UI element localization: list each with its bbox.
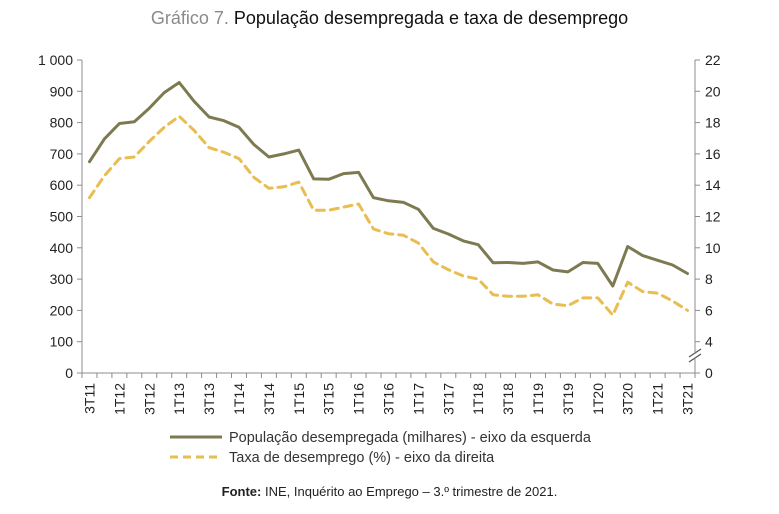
axis-break-mark bbox=[688, 348, 702, 358]
left-tick-label: 700 bbox=[50, 146, 74, 162]
right-tick-label: 16 bbox=[705, 146, 721, 162]
source-label: Fonte: bbox=[221, 484, 262, 499]
left-tick-label: 500 bbox=[50, 209, 74, 225]
x-tick-label: 1T21 bbox=[650, 383, 666, 415]
right-tick-label: 4 bbox=[705, 334, 713, 350]
x-tick-label: 1T19 bbox=[530, 383, 546, 415]
x-tick-label: 1T13 bbox=[171, 383, 187, 415]
series-line-taxa bbox=[88, 114, 689, 317]
left-tick-label: 200 bbox=[50, 302, 74, 318]
x-tick-label: 1T18 bbox=[470, 383, 486, 415]
x-tick-label: 3T15 bbox=[321, 383, 337, 415]
series-line-populacao bbox=[88, 81, 689, 288]
left-tick-label: 1 000 bbox=[38, 52, 73, 68]
source-note: Fonte: INE, Inquérito ao Emprego – 3.º t… bbox=[0, 484, 779, 499]
x-axis-ticks: 3T11 1T12 3T12 1T13 3T13 1T14 3T14 1T15 3T15 1T16… bbox=[81, 373, 696, 415]
x-tick-label: 1T20 bbox=[590, 383, 606, 415]
left-tick-label: 600 bbox=[50, 177, 74, 193]
right-tick-label: 18 bbox=[705, 115, 721, 131]
axis-break-mark bbox=[688, 353, 702, 363]
x-tick-label: 3T13 bbox=[201, 383, 217, 415]
left-tick-label: 300 bbox=[50, 271, 74, 287]
chart-series bbox=[88, 81, 689, 317]
left-tick-label: 100 bbox=[50, 334, 74, 350]
right-axis-ticks: 0 4 6 8 10 12 14 16 18 20 22 bbox=[695, 52, 721, 381]
x-tick-label: 1T17 bbox=[410, 383, 426, 415]
right-tick-label: 14 bbox=[705, 177, 721, 193]
x-tick-label: 3T17 bbox=[440, 383, 456, 415]
x-tick-label: 3T18 bbox=[500, 383, 516, 415]
x-tick-label: 3T20 bbox=[620, 383, 636, 415]
left-tick-label: 900 bbox=[50, 83, 74, 99]
chart-title-prefix: Gráfico 7. bbox=[150, 8, 229, 28]
chart-title-main: População desempregada e taxa de desempr… bbox=[233, 8, 629, 28]
x-tick-label: 3T21 bbox=[680, 383, 696, 415]
right-tick-label: 10 bbox=[705, 240, 721, 256]
right-tick-label: 22 bbox=[705, 52, 721, 68]
x-tick-label: 1T16 bbox=[351, 383, 367, 415]
chart-axes bbox=[81, 60, 702, 374]
legend-label-taxa: Taxa de desemprego (%) - eixo da direita bbox=[229, 450, 495, 466]
x-tick-label: 1T12 bbox=[111, 383, 127, 415]
chart-svg: 0 100 200 300 400 500 600 700 800 900 1 000 0 4 6 8 10… bbox=[38, 52, 721, 466]
x-tick-label: 3T11 bbox=[81, 383, 97, 414]
right-tick-label: 12 bbox=[705, 209, 721, 225]
left-tick-label: 800 bbox=[50, 115, 74, 131]
legend-label-populacao: População desempregada (milhares) - eixo… bbox=[229, 430, 592, 446]
right-tick-label: 8 bbox=[705, 271, 713, 287]
left-axis-ticks: 0 100 200 300 400 500 600 700 800 900 1 000 bbox=[38, 52, 82, 381]
left-tick-label: 0 bbox=[65, 365, 73, 381]
x-tick-label: 1T15 bbox=[291, 383, 307, 415]
x-tick-label: 3T14 bbox=[261, 383, 277, 415]
chart-title: Gráfico 7. População desempregada e taxa… bbox=[0, 8, 779, 29]
right-tick-label: 0 bbox=[705, 365, 713, 381]
right-tick-label: 6 bbox=[705, 302, 713, 318]
x-tick-label: 3T16 bbox=[381, 383, 397, 415]
x-tick-label: 3T19 bbox=[560, 383, 576, 415]
left-tick-label: 400 bbox=[50, 240, 74, 256]
right-tick-label: 20 bbox=[705, 83, 721, 99]
x-tick-label: 1T14 bbox=[231, 383, 247, 415]
source-text: INE, Inquérito ao Emprego – 3.º trimestr… bbox=[264, 484, 558, 499]
axis-break-mask bbox=[688, 352, 702, 359]
chart-legend: População desempregada (milhares) - eixo… bbox=[170, 430, 592, 466]
x-tick-label: 3T12 bbox=[141, 383, 157, 415]
